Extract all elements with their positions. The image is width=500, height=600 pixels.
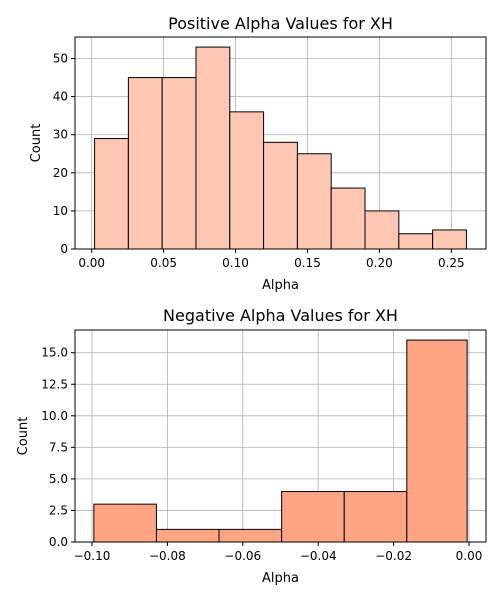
histogram-bar [229,111,265,250]
y-tick-label: 0 [60,242,68,256]
x-tick-label: 0.00 [456,549,483,563]
plot-frame [74,36,487,250]
y-tick-label: 10.0 [41,409,68,423]
y-tick-label: 7.5 [49,440,68,454]
histogram-bar [281,491,345,543]
histogram-bar [364,210,400,250]
histogram-bar [93,503,157,543]
histogram-bar [343,491,408,543]
y-tick-label: 10 [53,204,68,218]
histogram-bar [398,233,434,250]
x-tick-label: 0.10 [222,256,249,270]
y-tick-label: 5.0 [49,472,68,486]
histogram-bar [330,187,366,250]
x-tick-label: −0.10 [74,549,111,563]
histogram-bar [432,229,467,250]
y-tick-label: 2.5 [49,503,68,517]
x-axis-label: Alpha [262,571,299,586]
y-axis-label: Count [29,124,44,163]
histogram-bar [127,77,163,250]
y-tick-label: 50 [53,52,68,66]
histogram-bar [218,528,283,543]
y-tick-label: 0.0 [49,535,68,549]
x-tick-label: −0.02 [375,549,412,563]
histogram-bar [94,138,129,250]
x-tick-label: 0.00 [78,256,105,270]
x-tick-label: 0.20 [366,256,393,270]
histogram-bar [263,141,298,250]
x-tick-label: −0.04 [300,549,337,563]
plot-frame [74,329,487,543]
y-tick-label: 12.5 [41,377,68,391]
chart-negative-alpha: −0.10 −0.08 −0.06 −0.04 −0.02 0.00 0.0 2.5 5.0 7.… [16,306,487,586]
x-axis-label: Alpha [262,278,299,293]
x-tick-label: −0.08 [149,549,186,563]
histogram-bar [155,528,220,543]
x-tick-label: 0.05 [150,256,177,270]
x-tick-label: −0.06 [224,549,261,563]
y-axis-label: Count [16,417,31,456]
y-tick-label: 40 [53,90,68,104]
histogram-bar [161,77,197,250]
chart-title: Positive Alpha Values for XH [168,14,393,33]
x-tick-label: 0.25 [438,256,465,270]
histogram-bar [296,153,332,250]
histogram-bar [195,46,231,250]
x-tick-label: 0.15 [294,256,321,270]
histogram-bar [406,339,468,543]
chart-positive-alpha: 0.00 0.05 0.10 0.15 0.20 0.25 0 10 20 30 40 50 Posit… [29,14,487,293]
y-tick-label: 15.0 [41,346,68,360]
y-tick-label: 30 [53,128,68,142]
y-tick-label: 20 [53,166,68,180]
chart-title: Negative Alpha Values for XH [163,306,398,325]
